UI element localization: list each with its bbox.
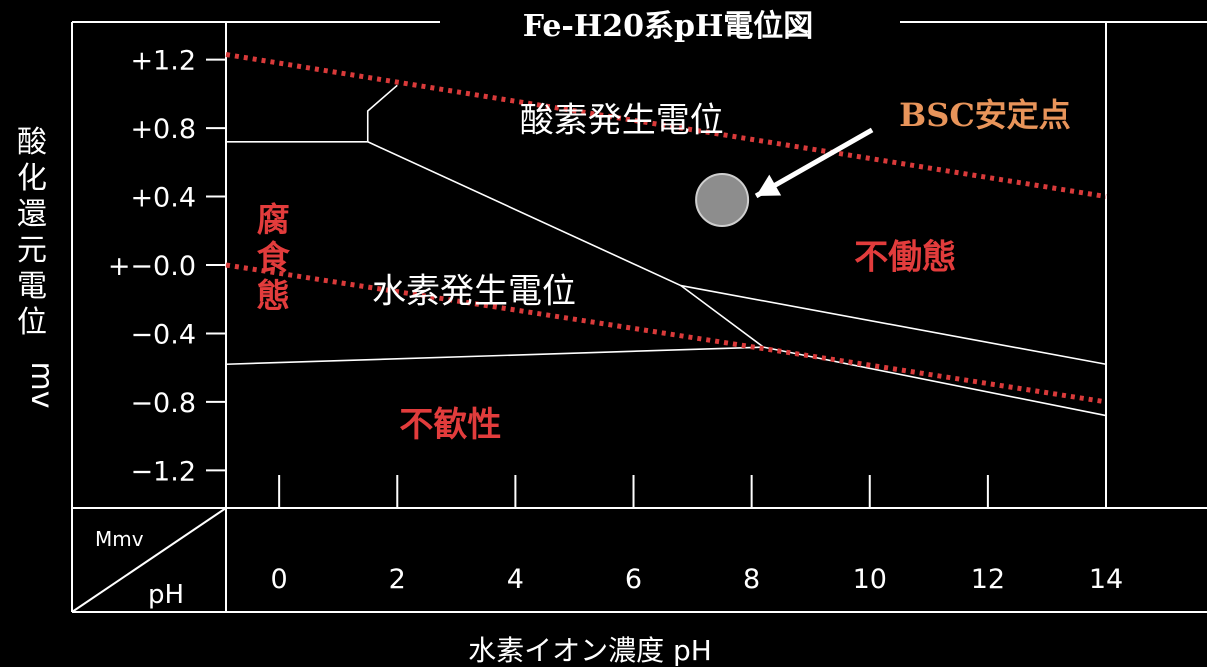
phase-boundary — [366, 84, 398, 142]
phase-boundary — [225, 346, 764, 366]
boundary-lines — [225, 84, 1107, 417]
ylabel-char: 位 — [17, 305, 47, 340]
series-label: 酸素発生電位 — [520, 101, 724, 141]
corner-x-label: pH — [148, 580, 184, 610]
y-tick-label: +0.4 — [130, 183, 196, 214]
bsc-arrow — [754, 127, 874, 199]
phase-boundary — [680, 284, 1107, 366]
bsc-point-label: BSC安定点 — [899, 96, 1071, 134]
chart-title: Fe-H20系pH電位図 — [523, 9, 814, 44]
ylabel-char: 元 — [17, 233, 47, 268]
x-tick-label: 0 — [271, 564, 288, 595]
x-tick-label: 8 — [743, 564, 760, 595]
y-tick-label: +1.2 — [130, 46, 196, 77]
y-tick-label: −1.2 — [130, 456, 196, 487]
y-tick-label: −0.4 — [130, 319, 196, 350]
y-ticks: +1.2 +0.8 +0.4 +−0.0 −0.4 −0.8 −1.2 — [108, 46, 226, 487]
ylabel-unit: mv — [24, 362, 59, 409]
x-axis-label: 水素イオン濃度 pH — [468, 634, 712, 667]
x-tick-label: 12 — [971, 564, 1005, 595]
reference-line — [225, 262, 1107, 405]
y-tick-label: +0.8 — [130, 114, 196, 145]
ylabel-char: 電 — [17, 269, 47, 304]
series-label: 水素発生電位 — [372, 272, 576, 312]
corner-y-label: Mmv — [95, 527, 144, 551]
bsc-arrowhead — [756, 174, 782, 196]
x-tick-label: 10 — [853, 564, 887, 595]
ylabel-char: 酸 — [17, 125, 47, 160]
ylabel-char: 化 — [17, 161, 47, 196]
phase-boundary — [763, 346, 1107, 417]
region-label-char: 腐 — [257, 200, 290, 239]
bsc-point-marker — [695, 172, 750, 227]
ylabel-char: 還 — [17, 197, 47, 232]
x-tick-label: 6 — [625, 564, 642, 595]
corner-diagonal — [71, 507, 227, 613]
y-tick-label: −0.8 — [130, 388, 196, 419]
x-ticks: 0 2 4 6 8 10 12 14 — [271, 475, 1123, 595]
x-tick-label: 14 — [1089, 564, 1123, 595]
bsc-point-group: BSC安定点 — [695, 96, 1071, 227]
region-label: 不働態 — [854, 237, 956, 277]
x-tick-label: 2 — [389, 564, 406, 595]
chart-frame — [71, 21, 1207, 613]
region-label-char: 態 — [257, 276, 290, 315]
region-label: 不歓性 — [399, 405, 501, 445]
x-tick-label: 4 — [507, 564, 524, 595]
y-tick-label: +−0.0 — [108, 251, 196, 282]
region-label-char: 食 — [257, 238, 291, 277]
